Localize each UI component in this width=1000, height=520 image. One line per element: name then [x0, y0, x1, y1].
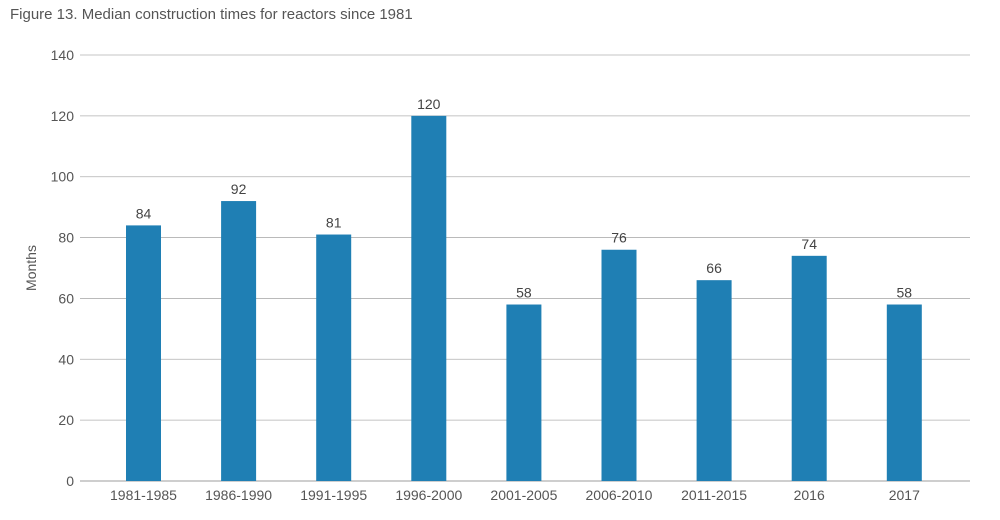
data-label: 76 — [611, 230, 627, 246]
data-label: 58 — [516, 285, 532, 301]
data-label: 84 — [136, 205, 152, 221]
bar — [791, 255, 827, 481]
bar — [601, 249, 637, 481]
bar — [221, 201, 257, 482]
bar — [126, 225, 161, 481]
x-axis-ticks: 1981-1985 1986-1990 1991-1995 1996-2000 2001… — [110, 487, 920, 503]
data-label: 66 — [706, 260, 722, 276]
data-label: 74 — [801, 236, 817, 252]
x-tick-label: 1996-2000 — [395, 487, 462, 503]
y-tick-label: 60 — [58, 290, 74, 306]
data-label: 120 — [417, 96, 441, 112]
x-tick-label: 2001-2005 — [490, 487, 557, 503]
y-axis-label: Months — [23, 245, 39, 291]
y-tick-label: 100 — [51, 169, 75, 185]
data-label: 92 — [231, 181, 247, 197]
bar — [411, 115, 447, 481]
bars — [126, 115, 922, 482]
x-tick-label: 1981-1985 — [110, 487, 177, 503]
y-tick-label: 20 — [58, 412, 74, 428]
x-tick-label: 2011-2015 — [681, 487, 747, 503]
data-labels: 84 92 81 120 58 76 66 74 58 — [136, 96, 913, 301]
x-tick-label: 2006-2010 — [586, 487, 653, 503]
bar — [506, 304, 542, 481]
y-tick-label: 120 — [51, 108, 75, 124]
x-tick-label: 1991-1995 — [300, 487, 367, 503]
bar — [886, 304, 922, 481]
x-tick-label: 2017 — [889, 487, 920, 503]
x-tick-label: 2016 — [794, 487, 825, 503]
bar — [696, 280, 732, 481]
y-tick-label: 40 — [58, 351, 74, 367]
x-tick-label: 1986-1990 — [205, 487, 272, 503]
y-tick-label: 0 — [66, 473, 74, 489]
y-tick-label: 140 — [51, 47, 75, 63]
data-label: 81 — [326, 215, 342, 231]
y-tick-label: 80 — [58, 230, 74, 246]
y-axis-ticks: 0 20 40 60 80 100 120 140 — [51, 47, 75, 489]
data-label: 58 — [897, 285, 913, 301]
chart-title: Figure 13. Median construction times for… — [10, 6, 413, 23]
bar — [316, 234, 352, 481]
